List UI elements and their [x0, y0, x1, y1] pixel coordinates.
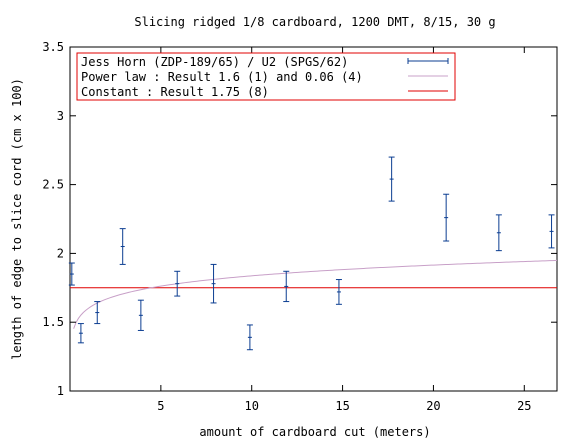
data-point-4 — [119, 228, 126, 265]
plot-area — [69, 46, 558, 392]
x-tick-label-10: 10 — [244, 399, 258, 413]
data-point-7 — [210, 263, 217, 304]
legend-label-power-law: Power law : Result 1.6 (1) and 0.06 (4) — [81, 70, 363, 84]
data-point-9 — [283, 270, 290, 303]
legend-label-constant: Constant : Result 1.75 (8) — [81, 85, 269, 99]
data-point-6 — [174, 270, 181, 297]
y-tick-label-2: 2 — [57, 246, 64, 260]
data-point-12 — [443, 193, 450, 242]
data-point-14 — [548, 214, 555, 249]
data-point-5 — [137, 299, 144, 331]
y-tick-label-2.5: 2.5 — [42, 178, 64, 192]
data-point-10 — [335, 279, 342, 305]
data-points — [68, 156, 555, 351]
legend: Jess Horn (ZDP-189/65) / U2 (SPGS/62)Pow… — [76, 52, 456, 101]
plot-frame — [69, 46, 558, 392]
y-tick-label-3: 3 — [57, 109, 64, 123]
y-tick-label-1.5: 1.5 — [42, 315, 64, 329]
x-tick-label-15: 15 — [335, 399, 349, 413]
legend-swatch-data — [407, 58, 449, 64]
x-tick-label-20: 20 — [426, 399, 440, 413]
legend-label-data: Jess Horn (ZDP-189/65) / U2 (SPGS/62) — [81, 55, 348, 69]
legend-box — [76, 52, 456, 101]
y-tick-label-1: 1 — [57, 384, 64, 398]
axes: 5 10 15 20 25 1 1.5 2 2.5 3 3.5 — [42, 40, 557, 413]
data-point-2 — [77, 323, 84, 344]
chart-title: Slicing ridged 1/8 cardboard, 1200 DMT, … — [134, 15, 495, 29]
power-law-fit-line — [73, 259, 558, 329]
data-point-11 — [388, 156, 395, 202]
x-tick-label-25: 25 — [517, 399, 531, 413]
fit-curves — [70, 259, 558, 329]
data-point-3 — [94, 301, 101, 325]
y-tick-label-3.5: 3.5 — [42, 40, 64, 54]
y-axis-label: length of edge to slice cord (cm x 100) — [10, 78, 24, 360]
data-point-8 — [246, 324, 253, 351]
x-axis-label: amount of cardboard cut (meters) — [199, 425, 430, 439]
data-point-13 — [495, 214, 502, 252]
x-tick-label-5: 5 — [157, 399, 164, 413]
data-point-1 — [68, 262, 75, 286]
